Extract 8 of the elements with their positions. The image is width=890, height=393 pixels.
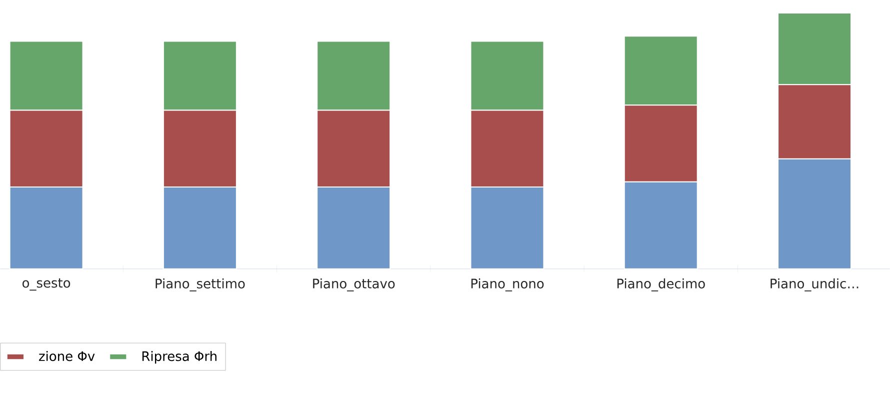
legend-label: zione Φv <box>39 351 95 362</box>
x-tick-label: Piano_decimo <box>617 278 705 292</box>
x-tick-label: Piano_settimo <box>156 278 245 292</box>
x-tick-label: Piano_nono <box>471 278 544 292</box>
legend-label: Ripresa Φrh <box>142 351 216 364</box>
x-tick-label: Piano_undic… <box>770 278 858 292</box>
x-tick-label: o_sesto <box>22 278 70 291</box>
x-tick-label: Piano_ottavo <box>313 278 395 292</box>
